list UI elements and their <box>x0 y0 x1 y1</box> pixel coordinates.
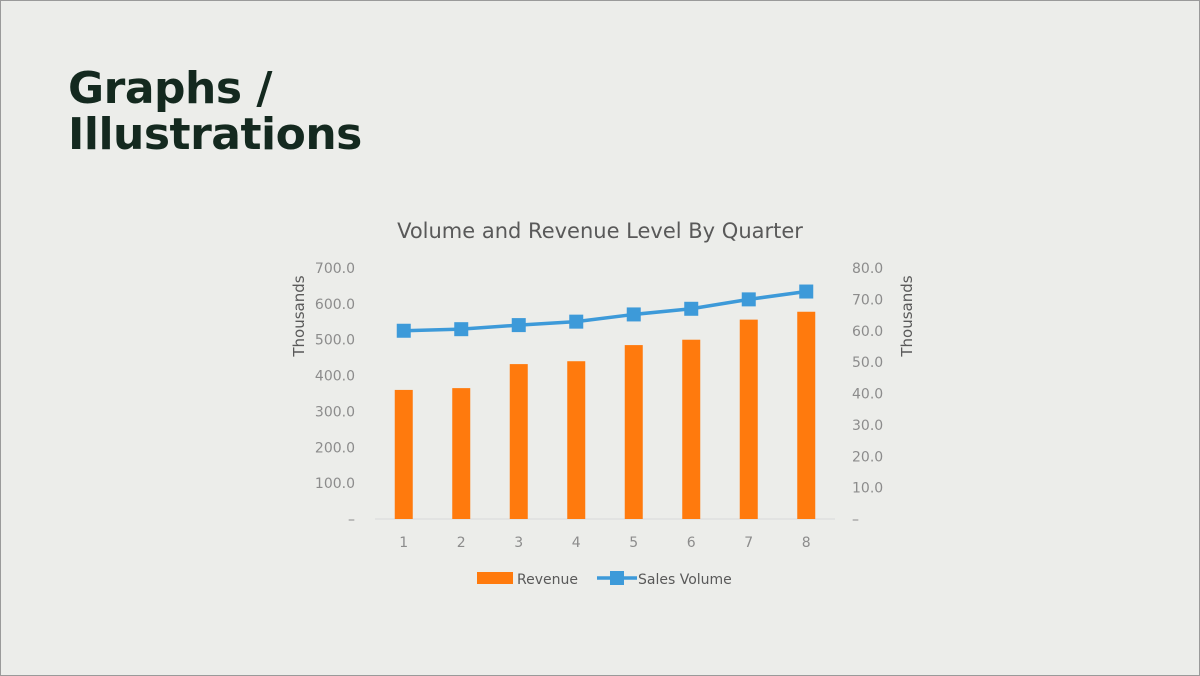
y-right-tick-label: 50.0 <box>852 355 883 371</box>
y-right-tick-label: 70.0 <box>852 292 883 308</box>
x-tick-label: 2 <box>457 535 466 551</box>
y-right-tick-label: 60.0 <box>852 324 883 340</box>
y-left-tick-label: 700.0 <box>315 261 355 277</box>
sales-volume-line <box>402 289 808 333</box>
revenue-bar <box>624 345 643 519</box>
y-right-tick-label: 20.0 <box>852 449 883 465</box>
sales-volume-marker <box>626 307 641 322</box>
y-right-tick-label: 10.0 <box>852 481 883 497</box>
y-right-tick-label: – <box>852 512 859 528</box>
x-tick-label: 8 <box>802 535 811 551</box>
sales-volume-marker <box>684 301 699 316</box>
y-axis-left-label: Thousands <box>290 275 308 357</box>
y-left-tick-label: 200.0 <box>315 440 355 456</box>
x-tick-label: 4 <box>572 535 581 551</box>
revenue-bar <box>682 339 701 519</box>
sales-volume-marker <box>511 318 526 333</box>
x-tick-label: 1 <box>399 535 408 551</box>
legend-sales-volume-label: Sales Volume <box>638 572 732 588</box>
y-left-tick-label: 500.0 <box>315 333 355 349</box>
x-tick-label: 6 <box>687 535 696 551</box>
revenue-bar <box>452 388 471 519</box>
y-left-tick-label: – <box>348 512 355 528</box>
y-axis-right-label: Thousands <box>898 275 916 357</box>
slide-title-line-2: Illustrations <box>68 109 362 160</box>
legend-revenue-swatch <box>477 572 513 584</box>
sales-volume-marker <box>741 292 756 307</box>
legend-sales-volume-marker <box>610 571 624 585</box>
sales-volume-marker <box>569 314 584 329</box>
x-tick-label: 5 <box>629 535 638 551</box>
y-right-tick-label: 30.0 <box>852 418 883 434</box>
revenue-bar <box>509 364 528 519</box>
y-left-tick-label: 400.0 <box>315 369 355 385</box>
y-left-tick-label: 300.0 <box>315 404 355 420</box>
sales-volume-marker <box>454 322 469 337</box>
revenue-bar <box>567 361 586 519</box>
sales-volume-marker <box>396 323 411 338</box>
slide-title-line-1: Graphs / <box>68 63 272 114</box>
legend-revenue-label: Revenue <box>517 572 578 588</box>
x-tick-label: 7 <box>744 535 753 551</box>
sales-volume-marker <box>799 284 814 299</box>
slide-title: Graphs / Illustrations <box>68 66 362 158</box>
revenue-bar <box>797 311 816 519</box>
y-right-tick-label: 40.0 <box>852 387 883 403</box>
chart-title: Volume and Revenue Level By Quarter <box>397 219 803 243</box>
revenue-bar <box>394 389 413 519</box>
y-left-tick-label: 600.0 <box>315 297 355 313</box>
x-tick-label: 3 <box>514 535 523 551</box>
y-left-tick-label: 100.0 <box>315 476 355 492</box>
revenue-bar <box>739 319 758 519</box>
y-right-tick-label: 80.0 <box>852 261 883 277</box>
